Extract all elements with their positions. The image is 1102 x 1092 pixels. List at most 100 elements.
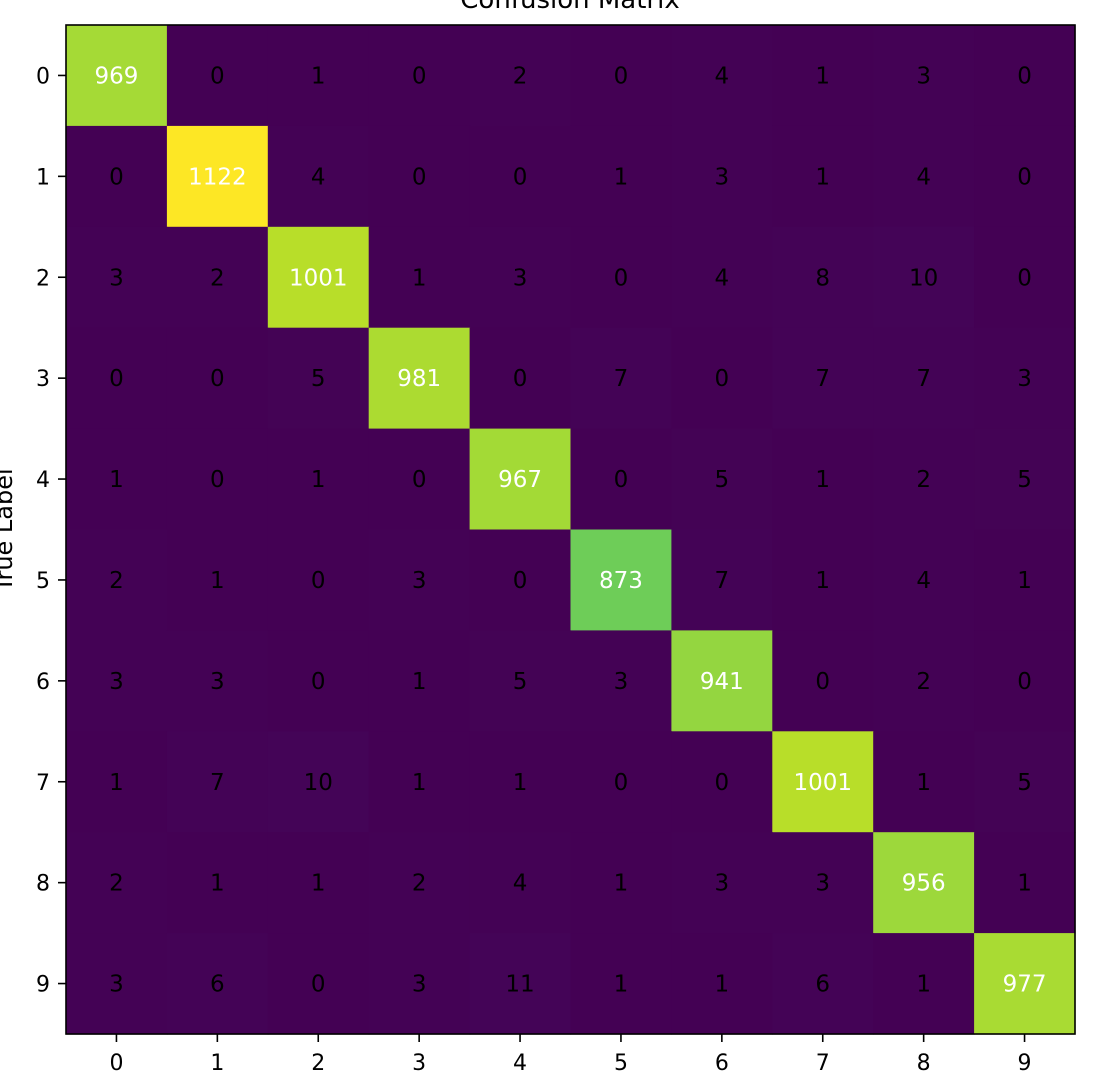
heatmap-cell	[469, 25, 572, 127]
heatmap-cell	[469, 226, 572, 329]
heatmap-cell	[873, 428, 975, 531]
heatmap-cell	[166, 529, 269, 631]
cell-value-label: 4	[916, 164, 931, 190]
cell-value-label: 7	[210, 770, 225, 796]
x-tick-label: 9	[1018, 1051, 1032, 1076]
x-tick-label: 1	[210, 1051, 224, 1076]
cell-value-label: 2	[109, 871, 124, 897]
heatmap-cell	[469, 832, 572, 934]
heatmap-cell	[368, 327, 471, 430]
cell-value-label: 1	[815, 467, 830, 493]
heatmap-cell	[772, 327, 874, 430]
cell-value-label: 1	[412, 265, 427, 291]
cell-value-label: 3	[1017, 366, 1032, 392]
y-axis-label: True Label	[0, 468, 18, 592]
cell-value-label: 0	[210, 467, 225, 493]
cell-value-label: 1	[815, 164, 830, 190]
cell-value-label: 1	[614, 871, 629, 897]
x-axis-ticks: 0 1 2 3 4 5 6 7 8 9	[109, 1034, 1032, 1076]
cell-value-label: 1	[815, 63, 830, 89]
cell-value-label: 0	[715, 366, 730, 392]
heatmap-cell	[671, 428, 773, 531]
heatmap-cell	[267, 933, 370, 1035]
heatmap-cell	[469, 327, 572, 430]
cell-value-label: 6	[815, 972, 830, 998]
heatmap-cell	[873, 529, 975, 631]
heatmap-cell	[974, 529, 1076, 631]
cell-value-label: 0	[614, 63, 629, 89]
heatmap-cell	[368, 630, 471, 732]
cell-value-label: 1	[311, 871, 326, 897]
cell-value-label: 3	[513, 265, 528, 291]
cell-value-label: 3	[109, 972, 124, 998]
y-tick-label: 7	[36, 771, 50, 796]
heatmap-cell	[368, 25, 471, 127]
cell-value-label: 1001	[289, 265, 348, 291]
heatmap-cell	[873, 125, 975, 228]
cell-value-label: 0	[412, 63, 427, 89]
heatmap-cell	[873, 731, 975, 833]
cell-value-label: 969	[94, 63, 138, 89]
cell-value-label: 3	[715, 871, 730, 897]
heatmap-cell	[974, 630, 1076, 732]
heatmap-cell	[166, 428, 269, 531]
x-tick-label: 2	[311, 1051, 325, 1076]
cell-value-label: 3	[815, 871, 830, 897]
heatmap-cell	[671, 226, 773, 329]
heatmap-cell	[267, 327, 370, 430]
heatmap-cell	[368, 529, 471, 631]
heatmap-cell	[66, 731, 168, 833]
cell-value-label: 0	[1017, 164, 1032, 190]
heatmap-cell	[66, 327, 168, 430]
cell-value-label: 1	[513, 770, 528, 796]
heatmap-cell	[469, 630, 572, 732]
cell-value-label: 7	[815, 366, 830, 392]
plot-frame	[65, 24, 1076, 1035]
heatmap-cell	[873, 25, 975, 127]
cell-value-label: 977	[1003, 972, 1047, 998]
cell-value-label: 4	[311, 164, 326, 190]
cell-value-label: 10	[304, 770, 333, 796]
cell-value-label: 1	[109, 770, 124, 796]
heatmap-cell	[570, 933, 672, 1035]
cell-value-label: 0	[1017, 669, 1032, 695]
y-tick-label: 3	[36, 367, 50, 392]
cell-value-label: 0	[1017, 265, 1032, 291]
x-tick-label: 7	[816, 1051, 830, 1076]
heatmap-cell	[772, 226, 874, 329]
heatmap-cell	[671, 327, 773, 430]
heatmap-cell	[974, 731, 1076, 833]
heatmap-cell	[66, 529, 168, 631]
cell-value-label: 4	[715, 265, 730, 291]
y-tick-label: 9	[36, 973, 50, 998]
x-tick-label: 4	[513, 1051, 527, 1076]
heatmap-cell	[873, 832, 975, 934]
heatmap-cell	[267, 731, 370, 833]
cell-value-label: 1	[916, 972, 931, 998]
heatmap-cell	[267, 226, 370, 329]
cell-value-label: 2	[210, 265, 225, 291]
cell-value-label: 3	[916, 63, 931, 89]
cell-value-label: 7	[715, 568, 730, 594]
cell-value-label: 1	[311, 63, 326, 89]
heatmap-cell	[873, 226, 975, 329]
heatmap-cell	[469, 529, 572, 631]
cell-value-label: 1	[210, 871, 225, 897]
heatmap-cell	[166, 327, 269, 430]
heatmap-cell	[772, 630, 874, 732]
cell-value-label: 0	[1017, 63, 1032, 89]
heatmap-cell	[772, 428, 874, 531]
heatmap-cell	[873, 933, 975, 1035]
heatmap-cell	[368, 832, 471, 934]
heatmap-cell	[570, 832, 672, 934]
cell-value-label: 3	[109, 669, 124, 695]
cell-value-label: 1	[1017, 568, 1032, 594]
heatmap-cell-labels: 969 0 1 0 2 0 4 1 3 00 1122 4 0 0 1 3 1 4 03 2 1001 1 3 0 4 8 10 00…	[94, 63, 1046, 997]
heatmap-cell	[671, 125, 773, 228]
cell-value-label: 4	[715, 63, 730, 89]
cell-value-label: 0	[412, 164, 427, 190]
x-tick-label: 0	[109, 1051, 123, 1076]
cell-value-label: 0	[614, 770, 629, 796]
cell-value-label: 0	[513, 164, 528, 190]
cell-value-label: 3	[412, 972, 427, 998]
